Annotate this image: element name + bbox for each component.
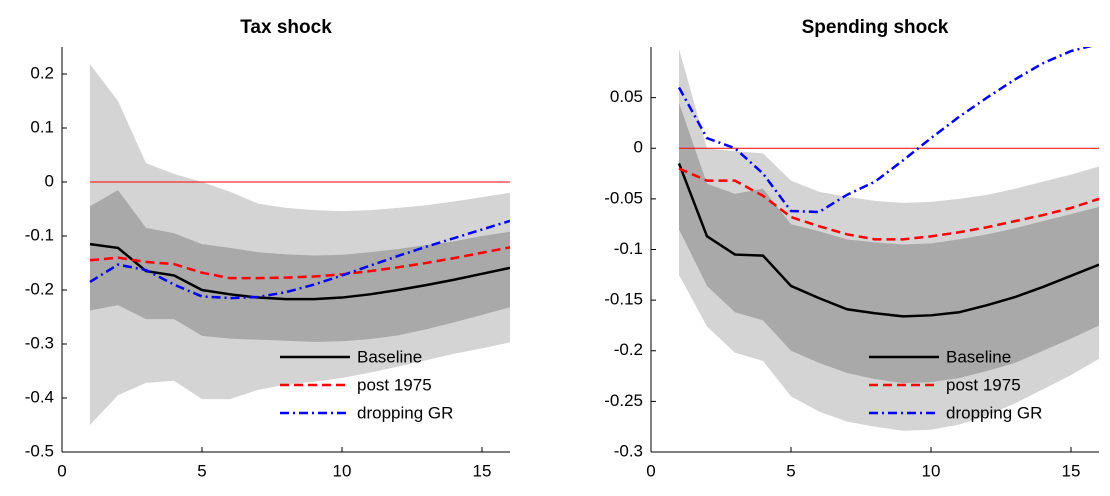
- y-tick-label: -0.05: [604, 188, 643, 207]
- y-tick-label: 0: [45, 171, 54, 190]
- x-tick-label: 0: [646, 461, 655, 480]
- y-tick-label: -0.25: [604, 391, 643, 410]
- x-tick-label: 15: [1062, 461, 1081, 480]
- y-tick-label: -0.3: [25, 333, 54, 352]
- x-tick-label: 10: [922, 461, 941, 480]
- x-tick-label: 15: [473, 461, 492, 480]
- y-tick-label: -0.1: [25, 225, 54, 244]
- y-tick-label: -0.15: [604, 290, 643, 309]
- x-tick-label: 5: [786, 461, 795, 480]
- chart-title: Tax shock: [240, 17, 332, 38]
- y-tick-label: 0: [634, 138, 643, 157]
- y-tick-label: -0.2: [25, 279, 54, 298]
- y-tick-label: 0.1: [30, 117, 54, 136]
- legend-label: post 1975: [357, 375, 432, 394]
- plot-area: [89, 64, 510, 425]
- y-tick-label: -0.2: [614, 340, 643, 359]
- chart-title: Spending shock: [802, 17, 949, 38]
- series-line: [678, 167, 1099, 241]
- y-tick-label: -0.5: [25, 441, 54, 460]
- y-tick-label: -0.3: [614, 441, 643, 460]
- series-line: [89, 246, 510, 280]
- y-tick-label: 0.2: [30, 63, 54, 82]
- plot-area: [677, 47, 1099, 431]
- legend-label: dropping GR: [946, 403, 1042, 422]
- x-tick-label: 10: [333, 461, 352, 480]
- confidence-band: [90, 190, 510, 342]
- legend-label: Baseline: [946, 347, 1011, 366]
- series-line: [89, 219, 510, 300]
- x-tick-label: 5: [197, 461, 206, 480]
- x-tick-label: 0: [57, 461, 66, 480]
- series-line: [677, 162, 1099, 318]
- legend-label: post 1975: [946, 375, 1021, 394]
- y-tick-label: -0.1: [614, 239, 643, 258]
- y-tick-label: 0.05: [610, 87, 643, 106]
- legend-label: dropping GR: [357, 403, 453, 422]
- confidence-band: [90, 64, 510, 425]
- legend-label: Baseline: [357, 347, 422, 366]
- confidence-band: [679, 102, 1099, 384]
- series-line: [89, 242, 510, 301]
- y-tick-label: -0.4: [25, 387, 54, 406]
